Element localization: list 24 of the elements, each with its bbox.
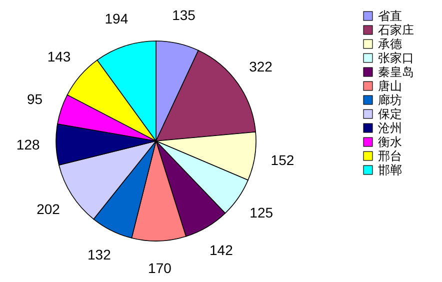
legend-label: 邢台	[378, 149, 402, 163]
data-label: 142	[210, 242, 234, 258]
data-label: 125	[250, 204, 274, 221]
legend-label: 唐山	[378, 79, 402, 93]
data-label: 95	[26, 91, 43, 108]
legend-label: 沧州	[378, 121, 402, 135]
legend-label: 石家庄	[378, 23, 414, 37]
data-label: 132	[88, 246, 112, 263]
legend-label: 张家口	[378, 51, 414, 65]
data-label: 143	[47, 48, 71, 64]
data-label: 194	[104, 10, 128, 26]
data-label: 128	[16, 136, 40, 153]
data-label: 202	[36, 201, 60, 218]
legend-label: 秦皇岛	[378, 65, 414, 79]
legend-label: 衡水	[378, 135, 402, 149]
legend-label: 省直	[378, 9, 402, 23]
data-label: 152	[270, 152, 294, 168]
data-label: 170	[148, 260, 172, 276]
legend-label: 邯郸	[378, 163, 402, 177]
data-label: 135	[172, 7, 196, 24]
data-label: 322	[249, 58, 273, 74]
legend-label: 保定	[378, 107, 402, 121]
legend-label: 廊坊	[378, 93, 402, 107]
legend-label: 承德	[378, 37, 402, 51]
